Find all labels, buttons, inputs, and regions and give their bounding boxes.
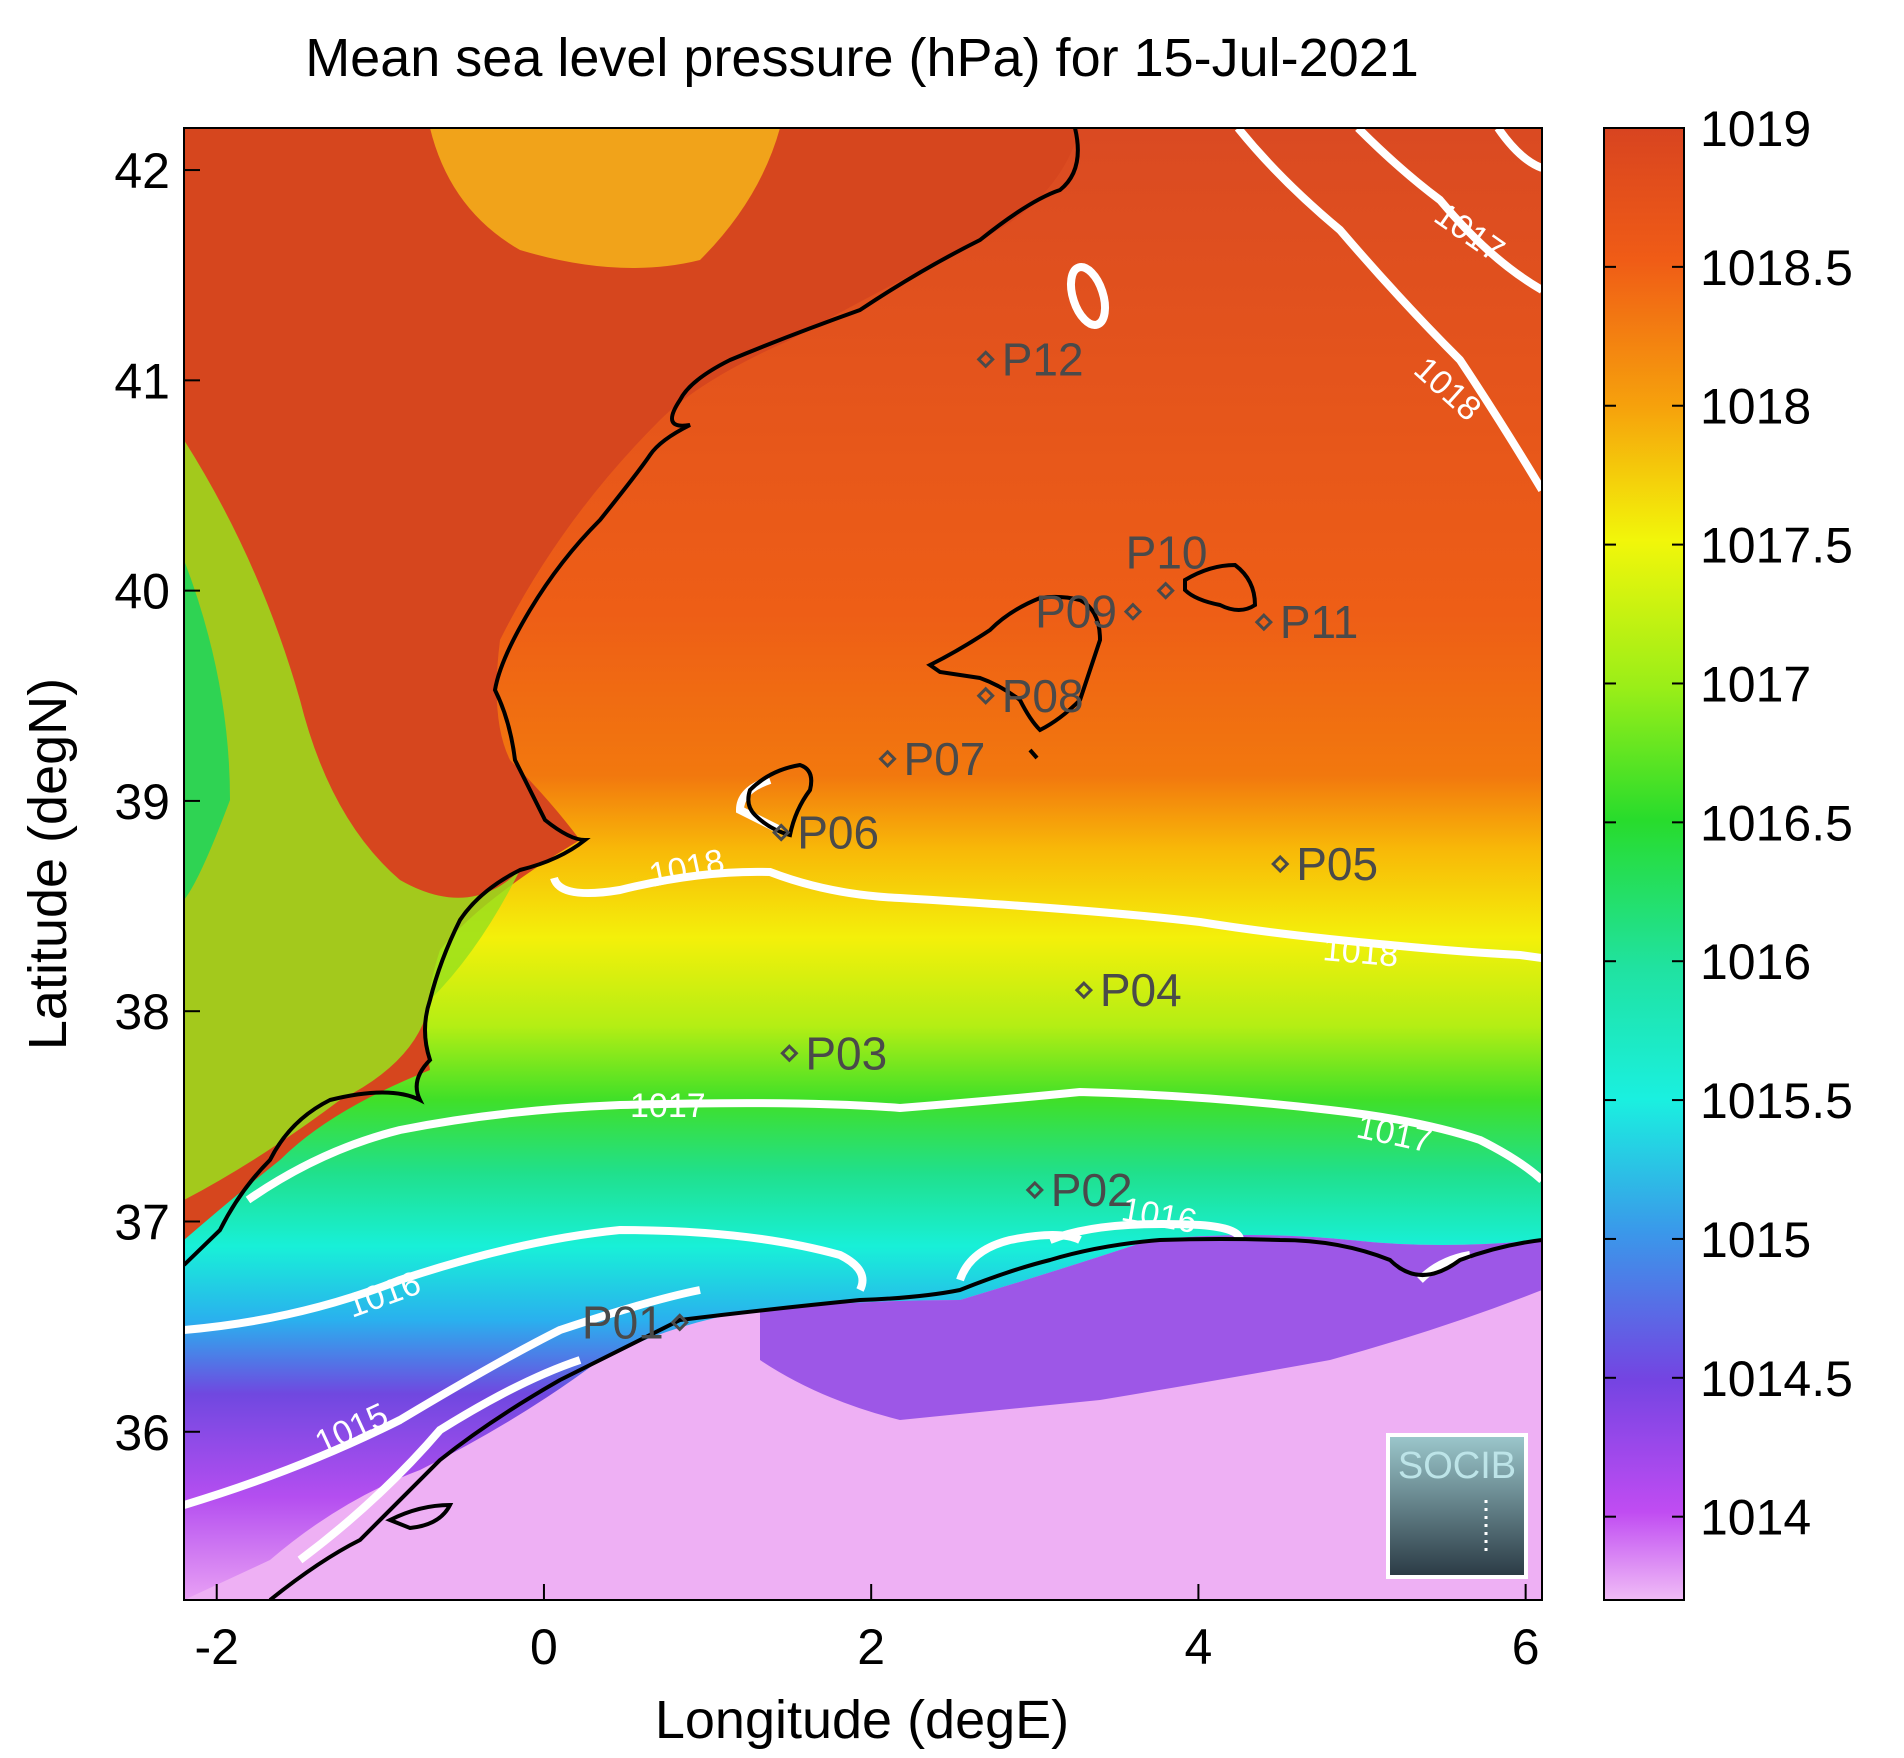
station-marker bbox=[670, 1313, 689, 1332]
station-marker bbox=[976, 686, 995, 705]
station-marker bbox=[1123, 602, 1143, 621]
colorbar-tick-label: 1016 bbox=[1700, 934, 1811, 990]
contour-1016 bbox=[184, 1225, 867, 1334]
station-label: P07 bbox=[904, 733, 986, 785]
x-tick-label: 6 bbox=[1512, 1619, 1540, 1675]
colorbar-tick-label: 1017.5 bbox=[1700, 518, 1853, 574]
station-label: P11 bbox=[1280, 596, 1358, 648]
colorbar-tick-label: 1016.5 bbox=[1700, 795, 1853, 851]
y-tick-label: 42 bbox=[114, 143, 170, 199]
station-label: P06 bbox=[797, 806, 879, 858]
station-label: P05 bbox=[1296, 838, 1378, 890]
y-tick-label: 38 bbox=[114, 984, 170, 1040]
chart-title: Mean sea level pressure (hPa) for 15-Jul… bbox=[305, 28, 1419, 88]
contour-1018-n bbox=[1234, 128, 1542, 493]
station-marker bbox=[1156, 581, 1175, 600]
coastline-ibiza bbox=[746, 762, 814, 838]
station-label: P09 bbox=[1035, 586, 1117, 638]
station-marker bbox=[1271, 854, 1290, 874]
coastline-cabrera bbox=[1028, 748, 1039, 760]
station-label: P01 bbox=[582, 1296, 664, 1348]
station-label: P02 bbox=[1051, 1164, 1133, 1216]
contour-1015 bbox=[184, 1286, 701, 1509]
y-tick-label: 36 bbox=[114, 1405, 170, 1461]
coastline-africa bbox=[268, 1237, 1542, 1600]
station-label: P10 bbox=[1126, 527, 1208, 579]
station-marker bbox=[1025, 1180, 1044, 1200]
colorbar-ticks: 1014 1014.5 1015 1015.5 1016 1016.5 1017 1017.5… bbox=[1604, 101, 1853, 1546]
y-tick-label: 39 bbox=[114, 774, 170, 830]
coastline-iberia bbox=[184, 128, 1080, 1267]
contour-1017-n bbox=[1355, 128, 1542, 294]
x-tick-label: 2 bbox=[857, 1619, 885, 1675]
y-axis-label: Latitude (degN) bbox=[18, 678, 78, 1050]
station-marker bbox=[976, 350, 995, 369]
logo-box bbox=[1386, 1433, 1528, 1579]
coastline-alboran bbox=[385, 1502, 454, 1531]
contour-1017-ne bbox=[1494, 128, 1542, 172]
land-west-deepgreen bbox=[184, 560, 230, 900]
contour-1015-b bbox=[297, 1356, 582, 1564]
station-label: P04 bbox=[1100, 964, 1182, 1016]
station-marker bbox=[772, 823, 791, 842]
station-marker bbox=[1254, 613, 1273, 632]
x-tick-label: -2 bbox=[194, 1619, 238, 1675]
colorbar-tick-label: 1017 bbox=[1700, 656, 1811, 712]
contour-1017 bbox=[245, 1087, 1542, 1204]
coastline-menorca bbox=[1183, 562, 1258, 612]
x-tick-label: 0 bbox=[530, 1619, 558, 1675]
colorbar-tick-label: 1015 bbox=[1700, 1212, 1811, 1268]
axis-ticks: -2 0 2 4 6 36 37 38 39 40 41 42 bbox=[114, 143, 1539, 1675]
land-interior-yellow bbox=[430, 128, 780, 268]
coastline-mallorca bbox=[926, 594, 1103, 733]
coastlines bbox=[184, 128, 1542, 1600]
station-marker bbox=[878, 749, 897, 768]
colorbar bbox=[1603, 127, 1685, 1601]
x-tick-label: 4 bbox=[1185, 1619, 1213, 1675]
colorbar-tick-label: 1019 bbox=[1700, 101, 1811, 157]
land-west-green bbox=[184, 440, 520, 1200]
land-africa-purple bbox=[760, 1235, 1542, 1420]
contour-closed-1019 bbox=[1066, 263, 1110, 329]
socib-logo: SOCIB bbox=[1386, 1433, 1528, 1579]
colorbar-tick-label: 1015.5 bbox=[1700, 1073, 1853, 1129]
logo-text: SOCIB bbox=[1398, 1445, 1516, 1487]
colorbar-tick-label: 1014.5 bbox=[1700, 1351, 1853, 1407]
pressure-field bbox=[184, 128, 1542, 1600]
station-label: P12 bbox=[1002, 333, 1084, 385]
y-tick-label: 37 bbox=[114, 1194, 170, 1250]
y-tick-label: 40 bbox=[114, 564, 170, 620]
station-label: P08 bbox=[1002, 670, 1084, 722]
contour-label: 1017 bbox=[630, 1087, 706, 1125]
colorbar-tick-label: 1018 bbox=[1700, 379, 1811, 435]
x-axis-label: Longitude (degE) bbox=[655, 1690, 1069, 1750]
contour-1018 bbox=[550, 867, 1542, 962]
contour-label: 1018 bbox=[1321, 930, 1400, 974]
colorbar-tick-label: 1014 bbox=[1700, 1490, 1811, 1546]
y-tick-label: 41 bbox=[114, 353, 170, 409]
station-marker bbox=[780, 1044, 799, 1063]
plot-frame bbox=[183, 127, 1543, 1601]
colorbar-tick-label: 1018.5 bbox=[1700, 240, 1853, 296]
station-label: P03 bbox=[805, 1027, 887, 1079]
contour-1016-c bbox=[1048, 1220, 1244, 1244]
station-marker bbox=[1074, 981, 1094, 1000]
